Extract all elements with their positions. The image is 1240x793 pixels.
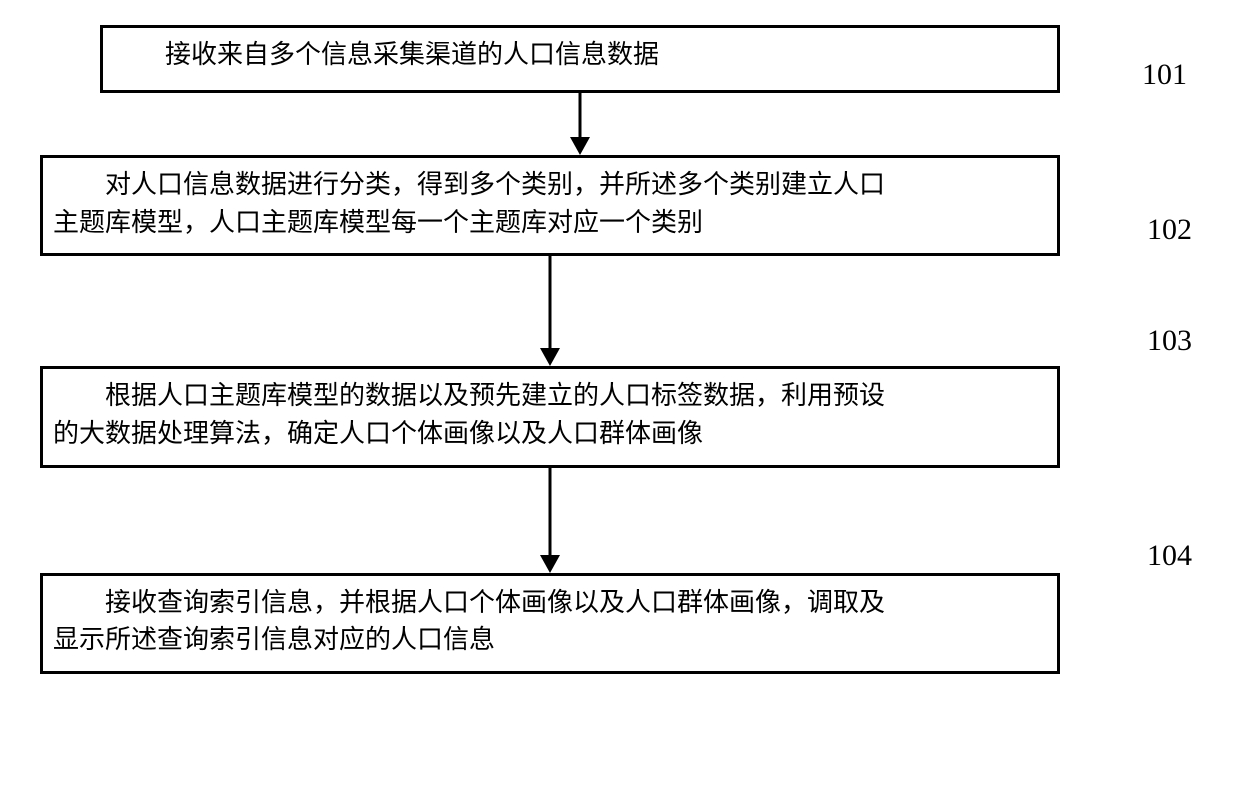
- flow-arrow: [40, 256, 1060, 366]
- step-text: 主题库模型，人口主题库模型每一个主题库对应一个类别: [53, 204, 1047, 242]
- step-label-101: 101: [1142, 53, 1187, 97]
- arrow-down-icon: [560, 93, 600, 155]
- step-text: 根据人口主题库模型的数据以及预先建立的人口标签数据，利用预设: [53, 377, 1047, 415]
- flow-step-102: 对人口信息数据进行分类，得到多个类别，并所述多个类别建立人口主题库模型，人口主题…: [40, 155, 1060, 256]
- step-text: 显示所述查询索引信息对应的人口信息: [53, 621, 1047, 659]
- step-text: 接收查询索引信息，并根据人口个体画像以及人口群体画像，调取及: [53, 584, 1047, 622]
- step-text: 接收来自多个信息采集渠道的人口信息数据: [113, 36, 1047, 74]
- flow-step-104: 接收查询索引信息，并根据人口个体画像以及人口群体画像，调取及显示所述查询索引信息…: [40, 573, 1060, 674]
- step-label-102: 102: [1147, 208, 1192, 252]
- flowchart-container: 接收来自多个信息采集渠道的人口信息数据101对人口信息数据进行分类，得到多个类别…: [40, 25, 1200, 674]
- arrow-down-icon: [530, 468, 570, 573]
- flow-arrow: [40, 468, 1060, 573]
- step-text: 的大数据处理算法，确定人口个体画像以及人口群体画像: [53, 415, 1047, 453]
- step-label-104: 104: [1147, 534, 1192, 578]
- flow-step-103: 根据人口主题库模型的数据以及预先建立的人口标签数据，利用预设的大数据处理算法，确…: [40, 366, 1060, 467]
- flow-arrow: [100, 93, 1060, 155]
- arrow-down-icon: [530, 256, 570, 366]
- step-label-103: 103: [1147, 319, 1192, 363]
- step-text: 对人口信息数据进行分类，得到多个类别，并所述多个类别建立人口: [53, 166, 1047, 204]
- flow-step-101: 接收来自多个信息采集渠道的人口信息数据101: [100, 25, 1060, 93]
